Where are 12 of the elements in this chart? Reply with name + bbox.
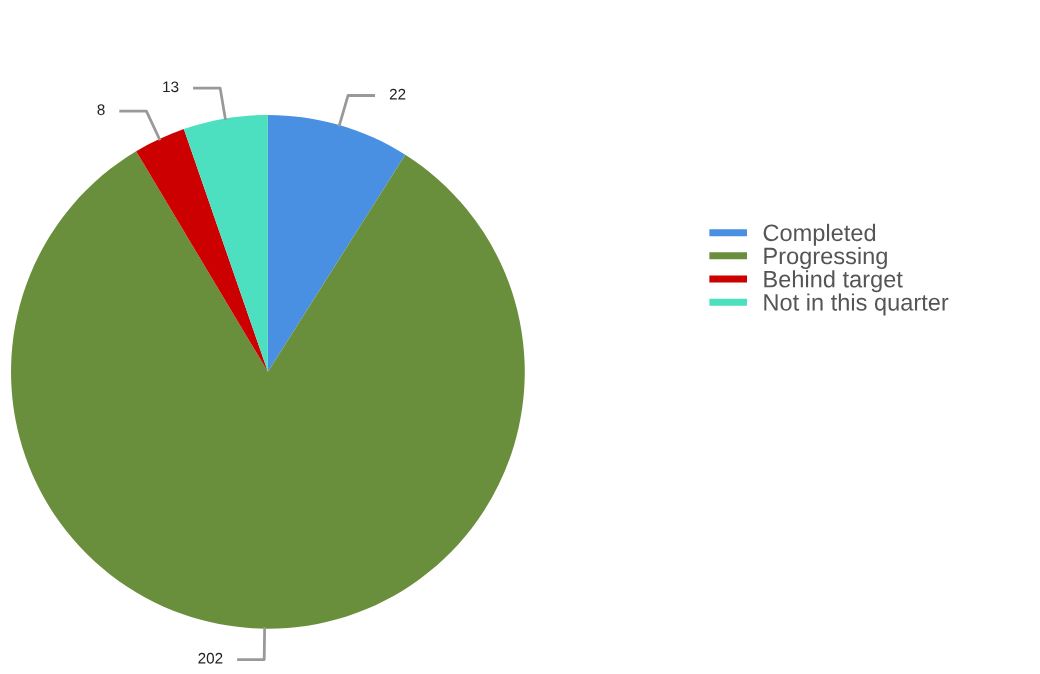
legend-label: Progressing bbox=[764, 247, 887, 270]
pie-slice bbox=[267, 114, 406, 372]
data-label: 22 bbox=[389, 88, 406, 100]
data-label: 8 bbox=[97, 104, 105, 116]
data-label: 13 bbox=[163, 81, 179, 93]
pie-slice bbox=[183, 114, 268, 372]
legend-label: Completed bbox=[763, 223, 876, 246]
legend-label: Not in this quarter bbox=[764, 293, 949, 316]
pie-slice bbox=[11, 151, 525, 629]
data-label: 202 bbox=[198, 652, 223, 664]
pie-slice bbox=[136, 129, 268, 372]
legend-label: Behind target bbox=[764, 270, 903, 293]
